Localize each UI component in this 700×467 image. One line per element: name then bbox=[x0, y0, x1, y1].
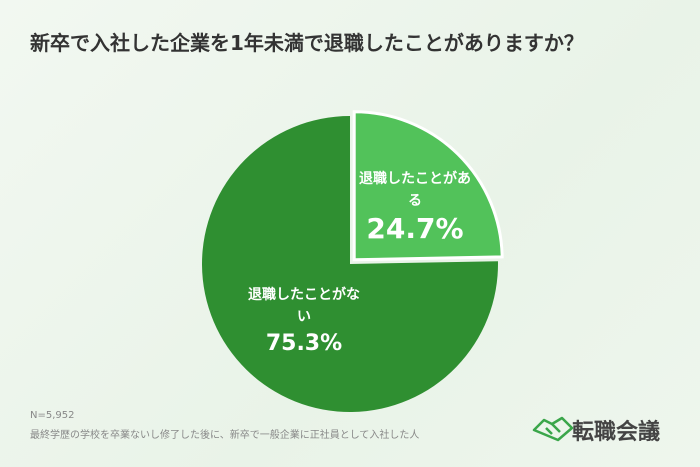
logo-icon bbox=[532, 416, 574, 442]
logo-text: 転職会議 bbox=[572, 419, 660, 445]
pie-slice bbox=[202, 116, 498, 412]
value-label: 75.3% bbox=[266, 331, 342, 356]
pie: 24.7% 75.3% bbox=[202, 110, 504, 412]
value-label: 24.7% bbox=[366, 212, 463, 245]
slice-label: 退職したことがある bbox=[359, 171, 471, 209]
slice-label: 退職したことがない bbox=[248, 287, 360, 325]
pie-slice bbox=[352, 110, 504, 262]
chart-title: 新卒で入社した企業を1年未満で退職したことがありますか？ bbox=[30, 31, 584, 55]
footnote: 最終学歴の学校を卒業ないし修了した後に、新卒で一般企業に正社員として入社した人 bbox=[30, 428, 419, 441]
sample-note: N=5,952 bbox=[30, 410, 75, 421]
